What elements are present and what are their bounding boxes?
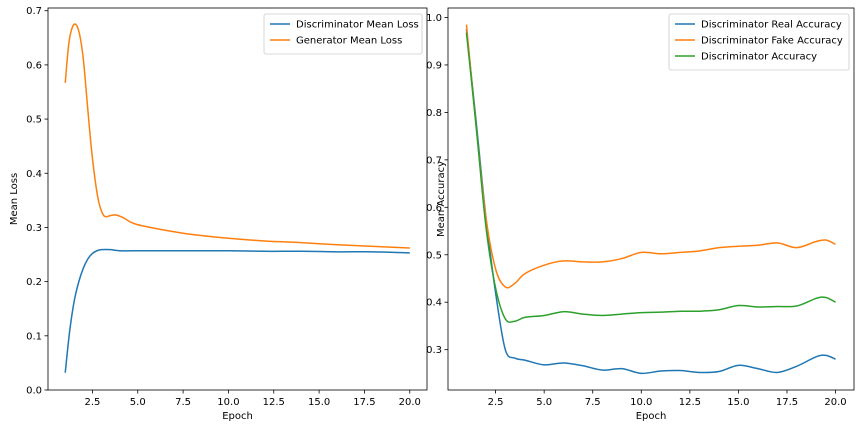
- y-tick-label: 0.0: [26, 386, 42, 397]
- series-line-3: [465, 32, 836, 323]
- y-tick-label: 0.8: [426, 108, 442, 119]
- x-tick-label: 15.0: [308, 397, 330, 408]
- x-tick-label: 2.5: [84, 397, 100, 408]
- legend-label: Discriminator Accuracy: [701, 52, 817, 63]
- plot-frame: [47, 7, 428, 391]
- x-tick-label: 20.0: [824, 397, 846, 408]
- chart-panel-1: 2.5 5.0 7.5 10.0 12.5 15.0 17.5 20.0 0.0 0.1 0.2 0.…: [9, 6, 428, 422]
- x-axis-label: Epoch: [636, 411, 667, 422]
- legend-label: Generator Mean Loss: [296, 36, 402, 47]
- x-tick-label: 17.5: [353, 397, 375, 408]
- x-tick-label: 10.0: [217, 397, 239, 408]
- x-tick-label: 2.5: [488, 397, 504, 408]
- y-tick-label: 0.3: [26, 223, 42, 234]
- x-tick-label: 5.0: [536, 397, 552, 408]
- y-tick-label: 0.4: [26, 169, 42, 180]
- y-tick-label: 0.6: [426, 203, 442, 214]
- legend-box: [668, 13, 850, 71]
- legend-label: Discriminator Mean Loss: [296, 20, 419, 31]
- x-axis-label: Epoch: [222, 411, 253, 422]
- legend: Discriminator Real Accuracy Discriminator…: [668, 13, 850, 71]
- y-axis-label: Mean Loss: [9, 173, 20, 225]
- legend-box: [263, 13, 423, 55]
- series-line-1: [64, 248, 410, 373]
- y-tick-label: 0.5: [426, 250, 442, 261]
- x-tick-label: 12.5: [679, 397, 701, 408]
- x-tick-label: 7.5: [585, 397, 601, 408]
- y-tick-label: 0.1: [26, 331, 42, 342]
- x-tick-label: 7.5: [175, 397, 191, 408]
- y-axis-label: Mean Accuracy: [436, 161, 447, 237]
- y-tick-label: 0.5: [26, 115, 42, 126]
- x-tick-label: 12.5: [263, 397, 285, 408]
- y-tick-label: 0.4: [426, 298, 442, 309]
- legend-label: Discriminator Real Accuracy: [701, 20, 842, 31]
- chart-panel-2: 2.5 5.0 7.5 10.0 12.5 15.0 17.5 20.0 0.3 0.4 0.5 0.…: [426, 7, 855, 422]
- series-line-2: [64, 23, 410, 249]
- legend: Discriminator Mean Loss Generator Mean Lo…: [263, 13, 423, 55]
- y-tick-label: 0.7: [26, 6, 42, 17]
- series-line-1: [465, 29, 836, 375]
- x-tick-label: 10.0: [630, 397, 652, 408]
- x-tick-label: 5.0: [130, 397, 146, 408]
- plot-frame: [447, 7, 855, 391]
- y-tick-label: 0.3: [426, 345, 442, 356]
- x-tick-label: 17.5: [776, 397, 798, 408]
- y-tick-label: 1.0: [426, 13, 442, 24]
- series-line-2: [465, 24, 836, 289]
- y-tick-label: 0.9: [426, 60, 442, 71]
- legend-label: Discriminator Fake Accuracy: [701, 36, 843, 47]
- y-tick-label: 0.6: [26, 60, 42, 71]
- y-tick-label: 0.7: [426, 155, 442, 166]
- x-tick-label: 15.0: [727, 397, 749, 408]
- x-tick-label: 20.0: [399, 397, 421, 408]
- y-tick-label: 0.2: [26, 277, 42, 288]
